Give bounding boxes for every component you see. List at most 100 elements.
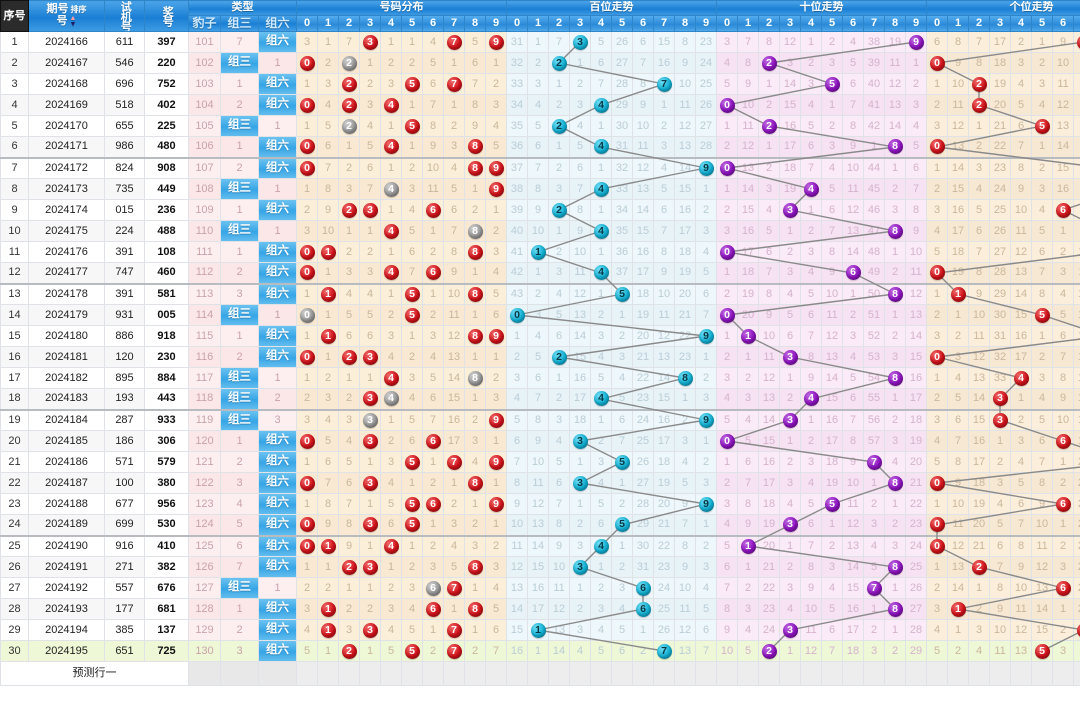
trend-cell-units[interactable]: 13: [1073, 304, 1080, 326]
dist-cell[interactable]: 3: [401, 178, 424, 200]
trend-cell-tens[interactable]: 18: [842, 640, 865, 662]
trend-cell-hundreds[interactable]: 15: [569, 346, 592, 368]
trend-cell-tens[interactable]: 2: [863, 493, 886, 515]
col-units-digit-0[interactable]: 0: [926, 14, 949, 33]
dist-cell[interactable]: 5: [401, 282, 424, 305]
dist-cell[interactable]: 5: [401, 220, 424, 242]
trend-cell-tens[interactable]: 6: [716, 556, 739, 578]
dist-cell[interactable]: 1: [422, 514, 445, 536]
dist-cell[interactable]: 4: [380, 534, 403, 557]
row-issue-number[interactable]: 2024178: [28, 282, 105, 305]
dist-cell[interactable]: 3: [485, 388, 508, 410]
trend-cell-units[interactable]: 27: [1073, 598, 1080, 620]
trend-cell-hundreds[interactable]: 24: [653, 577, 676, 599]
trend-cell-tens[interactable]: 16: [905, 367, 928, 389]
trend-cell-tens[interactable]: 21: [905, 472, 928, 494]
table-row[interactable]: 11 2024176 391 108 111 1 组六 0 1 2 2 1 6 2 8 8 3 41 1 2 10 1 36…: [0, 241, 1080, 263]
dist-cell[interactable]: 14: [443, 367, 466, 389]
trend-cell-units[interactable]: 21: [989, 115, 1012, 137]
trend-cell-units[interactable]: 6: [1052, 493, 1075, 515]
trend-cell-units[interactable]: 1: [1073, 52, 1080, 74]
row-type-zu3[interactable]: 2: [220, 346, 259, 368]
trend-cell-hundreds[interactable]: 10: [569, 241, 592, 263]
trend-cell-hundreds[interactable]: 1: [590, 282, 613, 305]
trend-cell-hundreds[interactable]: 1: [548, 73, 571, 95]
trend-cell-tens[interactable]: 1: [863, 472, 886, 494]
trend-cell-units[interactable]: 3: [989, 388, 1012, 410]
trend-cell-hundreds[interactable]: 3: [506, 367, 529, 389]
trend-cell-units[interactable]: 3: [1052, 262, 1075, 284]
trend-cell-units[interactable]: 31: [989, 325, 1012, 347]
trend-cell-tens[interactable]: 1: [779, 367, 802, 389]
row-type-zu6[interactable]: 1: [257, 178, 298, 200]
trend-cell-tens[interactable]: 42: [863, 115, 886, 137]
dist-cell[interactable]: 4: [401, 388, 424, 410]
trend-cell-hundreds[interactable]: 5: [590, 31, 613, 53]
dist-cell[interactable]: 1: [422, 220, 445, 242]
trend-cell-units[interactable]: 2: [968, 136, 991, 158]
trend-cell-hundreds[interactable]: 12: [548, 598, 571, 620]
trend-cell-units[interactable]: 10: [989, 619, 1012, 641]
row-type-zu6[interactable]: 组六: [257, 619, 298, 641]
dist-cell[interactable]: 2: [338, 556, 361, 578]
dist-cell[interactable]: 4: [485, 115, 508, 137]
dist-cell[interactable]: 3: [464, 430, 487, 452]
row-type-zu3[interactable]: 组三: [220, 52, 259, 74]
col-seq[interactable]: 序号: [0, 0, 29, 32]
dist-cell[interactable]: 0: [296, 156, 319, 179]
dist-cell[interactable]: 1: [296, 115, 319, 137]
dist-cell[interactable]: 13: [443, 346, 466, 368]
trend-cell-hundreds[interactable]: 3: [569, 534, 592, 557]
dist-cell[interactable]: 5: [296, 640, 319, 662]
trend-cell-units[interactable]: 15: [1052, 156, 1075, 179]
trend-cell-tens[interactable]: 11: [737, 115, 760, 137]
trend-cell-tens[interactable]: 0: [716, 94, 739, 116]
trend-cell-units[interactable]: 13: [947, 556, 970, 578]
trend-cell-hundreds[interactable]: 2: [695, 199, 718, 221]
dist-cell[interactable]: 6: [422, 493, 445, 515]
trend-cell-tens[interactable]: 3: [821, 136, 844, 158]
trend-cell-units[interactable]: 17: [989, 31, 1012, 53]
dist-cell[interactable]: 1: [359, 493, 382, 515]
trend-cell-tens[interactable]: 19: [905, 430, 928, 452]
trend-cell-hundreds[interactable]: 37: [506, 156, 529, 179]
trend-cell-tens[interactable]: 6: [842, 262, 865, 284]
row-type-zu3[interactable]: 1: [220, 598, 259, 620]
trend-cell-units[interactable]: 3: [968, 619, 991, 641]
trend-cell-hundreds[interactable]: 7: [506, 451, 529, 473]
trend-cell-tens[interactable]: 4: [821, 156, 844, 179]
dist-cell[interactable]: 4: [380, 262, 403, 284]
trend-cell-units[interactable]: 3: [1031, 178, 1054, 200]
dist-cell[interactable]: 5: [422, 52, 445, 74]
trend-cell-tens[interactable]: 8: [800, 346, 823, 368]
trend-cell-units[interactable]: 7: [1073, 619, 1080, 641]
trend-cell-tens[interactable]: 2: [758, 94, 781, 116]
trend-cell-units[interactable]: 1: [947, 304, 970, 326]
trend-cell-tens[interactable]: 4: [821, 577, 844, 599]
table-row[interactable]: 10 2024175 224 488 110 组三 1 3 10 1 1 4 5 1 7 8 2 40 10 1 9 4 3…: [0, 220, 1080, 242]
trend-cell-units[interactable]: 3: [1010, 430, 1033, 452]
row-type-zu3[interactable]: 组三: [220, 178, 259, 200]
dist-cell[interactable]: 2: [422, 534, 445, 557]
trend-cell-hundreds[interactable]: 5: [569, 136, 592, 158]
trend-cell-units[interactable]: 23: [989, 156, 1012, 179]
col-distribution-digit-7[interactable]: 7: [443, 14, 466, 33]
trend-cell-units[interactable]: 1: [1052, 598, 1075, 620]
dist-cell[interactable]: 4: [401, 598, 424, 620]
table-row[interactable]: 1 2024166 611 397 101 7 组六 3 1 7 3 1 1 4 7 5 9 31 1 7 3 5 26 6 1…: [0, 31, 1080, 53]
col-hundreds-digit-2[interactable]: 2: [548, 14, 571, 33]
trend-cell-units[interactable]: 8: [947, 31, 970, 53]
table-row[interactable]: 25 2024190 916 410 125 6 组六 0 1 9 1 4 1 2 4 3 2 11 14 9 3 4 1 3…: [0, 534, 1080, 557]
trend-cell-units[interactable]: 11: [1073, 262, 1080, 284]
trend-cell-hundreds[interactable]: 2: [548, 156, 571, 179]
trend-cell-units[interactable]: 11: [947, 94, 970, 116]
dist-cell[interactable]: 3: [359, 430, 382, 452]
trend-cell-tens[interactable]: 3: [758, 178, 781, 200]
row-type-zu6[interactable]: 1: [257, 115, 298, 137]
dist-cell[interactable]: 9: [485, 178, 508, 200]
table-row[interactable]: 2 2024167 546 220 102 组三 1 0 2 2 1 2 2 5 1 6 1 32 2 2 1 6 27 7 1…: [0, 52, 1080, 74]
dist-cell[interactable]: 0: [296, 346, 319, 368]
trend-cell-tens[interactable]: 2: [779, 451, 802, 473]
trend-cell-hundreds[interactable]: 9: [695, 408, 718, 431]
trend-cell-units[interactable]: 1: [926, 367, 949, 389]
